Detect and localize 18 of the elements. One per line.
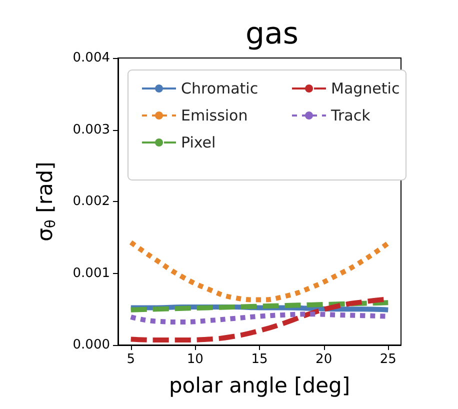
y-axis-title: σθ [rad] [33, 162, 59, 242]
x-tick-label: 20 [316, 352, 332, 367]
y-tick-label: 0.004 [72, 50, 110, 66]
x-tick-label: 10 [186, 352, 204, 367]
x-tick-label: 25 [380, 352, 396, 367]
legend-label: Pixel [181, 134, 216, 152]
y-tick-label: 0.000 [72, 338, 110, 352]
legend-label: Magnetic [331, 80, 400, 98]
legend-label: Track [330, 106, 371, 124]
y-tick-label: 0.003 [72, 122, 110, 138]
legend-label: Chromatic [181, 80, 258, 98]
y-tick-label: 0.001 [72, 266, 110, 281]
chart-title: gas [245, 16, 299, 52]
y-tick-label: 0.002 [72, 194, 110, 209]
x-tick-label: 5 [126, 352, 136, 367]
x-tick-label: 15 [251, 352, 268, 367]
x-axis-title: polar angle [deg] [168, 374, 350, 398]
legend-label: Emission [181, 106, 248, 124]
